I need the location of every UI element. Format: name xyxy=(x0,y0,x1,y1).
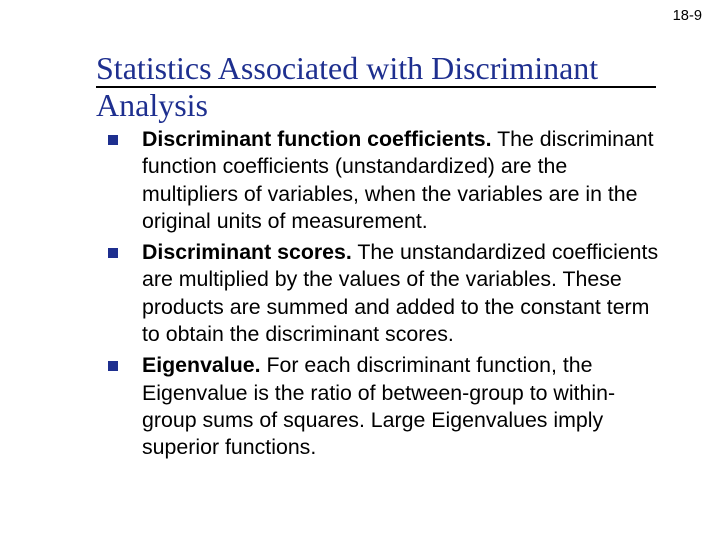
title-underline xyxy=(96,86,656,88)
page-number: 18-9 xyxy=(673,8,702,24)
body-content: Discriminant function coefficients. The … xyxy=(108,126,668,466)
term: Discriminant scores. xyxy=(142,240,352,264)
list-item-text: Discriminant scores. The unstandardized … xyxy=(142,239,668,348)
list-item-text: Eigenvalue. For each discriminant functi… xyxy=(142,352,668,461)
square-bullet-icon xyxy=(108,135,118,145)
term: Discriminant function coefficients. xyxy=(142,127,492,151)
list-item: Discriminant scores. The unstandardized … xyxy=(108,239,668,348)
square-bullet-icon xyxy=(108,248,118,258)
list-item-text: Discriminant function coefficients. The … xyxy=(142,126,668,235)
term: Eigenvalue. xyxy=(142,353,261,377)
list-item: Eigenvalue. For each discriminant functi… xyxy=(108,352,668,461)
list-item: Discriminant function coefficients. The … xyxy=(108,126,668,235)
slide-container: 18-9 Statistics Associated with Discrimi… xyxy=(0,0,720,540)
square-bullet-icon xyxy=(108,361,118,371)
